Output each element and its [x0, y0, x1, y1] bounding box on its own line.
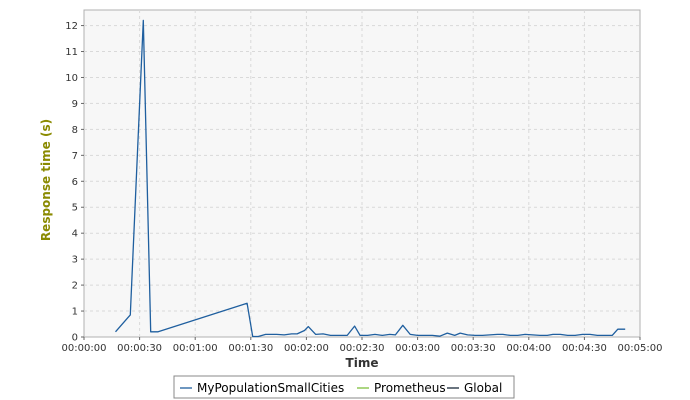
legend-label: MyPopulationSmallCities — [197, 381, 344, 395]
y-tick-label: 9 — [72, 99, 78, 110]
x-tick-label: 00:04:00 — [506, 343, 551, 354]
x-tick-label: 00:04:30 — [562, 343, 607, 354]
x-tick-label: 00:03:30 — [451, 343, 496, 354]
series-line — [115, 19, 626, 338]
y-tick-label: 0 — [72, 333, 78, 344]
x-tick-label: 00:00:30 — [117, 343, 162, 354]
y-tick-label: 5 — [72, 203, 78, 214]
y-tick-label: 12 — [65, 21, 78, 32]
y-tick-label: 11 — [65, 47, 78, 58]
grid — [84, 10, 640, 337]
x-tick-label: 00:02:00 — [284, 343, 329, 354]
y-tick-label: 10 — [65, 73, 78, 84]
y-axis-title: Response time (s) — [39, 119, 53, 241]
x-tick-label: 00:02:30 — [340, 343, 385, 354]
series-lines — [115, 19, 626, 338]
x-tick-label: 00:03:00 — [395, 343, 440, 354]
y-tick-label: 7 — [72, 151, 78, 162]
y-tick-label: 3 — [72, 255, 78, 266]
x-axis-ticks: 00:00:00 00:00:30 00:01:00 00:01:30 00:02:00… — [62, 337, 663, 354]
x-tick-label: 00:01:30 — [228, 343, 273, 354]
legend: MyPopulationSmallCities Prometheus Global — [173, 375, 515, 399]
x-axis-title: Time — [346, 356, 379, 370]
legend-box — [173, 375, 515, 399]
y-tick-label: 1 — [72, 307, 78, 318]
y-tick-label: 6 — [72, 177, 78, 188]
y-tick-label: 2 — [72, 281, 78, 292]
legend-label: Global — [464, 381, 502, 395]
x-tick-label: 00:00:00 — [62, 343, 107, 354]
y-tick-label: 8 — [72, 125, 78, 136]
x-tick-label: 00:05:00 — [618, 343, 663, 354]
legend-label: Prometheus — [374, 381, 446, 395]
y-tick-label: 4 — [72, 229, 78, 240]
x-tick-label: 00:01:00 — [173, 343, 218, 354]
